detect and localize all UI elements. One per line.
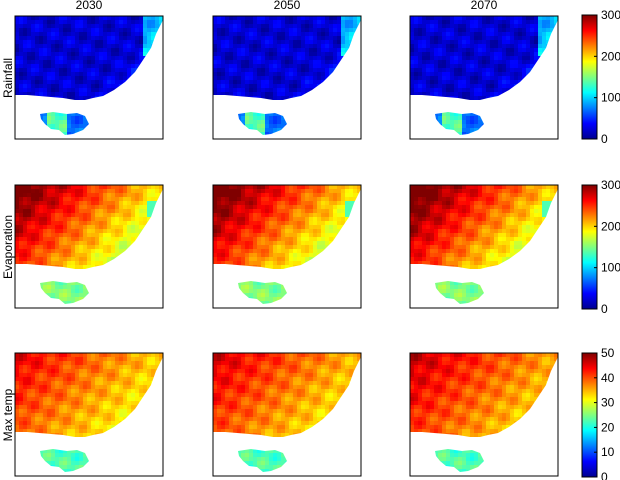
- map-frame: [409, 352, 559, 477]
- colorbar-tick-label: 30: [601, 396, 615, 410]
- map-panel-rainfall-2050: [212, 15, 362, 140]
- column-title-2: 2050: [274, 0, 301, 12]
- map-frame: [409, 184, 559, 309]
- map-frame: [212, 352, 362, 477]
- map-panel-max-temp-2050: [212, 352, 362, 477]
- row-label-max-temp: Max temp: [1, 388, 15, 441]
- colorbar-tick-label: 200: [601, 219, 620, 233]
- column-title-1: 2030: [76, 0, 103, 12]
- map-frame: [212, 15, 362, 140]
- colorbar-tick-label: 50: [601, 346, 615, 360]
- map-frame: [409, 15, 559, 140]
- colorbar-rainfall: 300 200 100 0: [581, 8, 620, 146]
- colorbar-evaporation: 300 200 100 0: [581, 178, 620, 316]
- colorbar-tick-label: 300: [601, 8, 620, 22]
- map-panel-max-temp-2030: [14, 352, 164, 477]
- map-frame: [14, 15, 164, 140]
- colorbar-tick-label: 300: [601, 178, 620, 192]
- map-panel-rainfall-2070: [409, 15, 559, 140]
- colorbar-tick-label: 0: [601, 132, 608, 146]
- colorbar-tick-label: 20: [601, 420, 615, 434]
- map-frame: [14, 184, 164, 309]
- map-panel-evaporation-2050: [212, 184, 362, 309]
- colorbar-tick-label: 40: [601, 371, 615, 385]
- map-frame: [14, 352, 164, 477]
- colorbar-max-temp: 50 40 30 20 10 0: [581, 346, 615, 480]
- map-panel-evaporation-2030: [14, 184, 164, 309]
- map-panel-evaporation-2070: [409, 184, 559, 309]
- map-panel-rainfall-2030: [14, 15, 164, 140]
- colorbar-tick-label: 200: [601, 49, 620, 63]
- map-panel-max-temp-2070: [409, 352, 559, 477]
- colorbar-tick-label: 100: [601, 91, 620, 105]
- map-frame: [212, 184, 362, 309]
- colorbar-tick-label: 0: [601, 470, 608, 480]
- colorbar-tick-label: 100: [601, 261, 620, 275]
- colorbar-tick-label: 0: [601, 302, 608, 316]
- row-label-evaporation: Evaporation: [1, 215, 15, 279]
- column-title-3: 2070: [471, 0, 498, 12]
- colorbar-tick-label: 10: [601, 445, 615, 459]
- row-label-rainfall: Rainfall: [1, 58, 15, 98]
